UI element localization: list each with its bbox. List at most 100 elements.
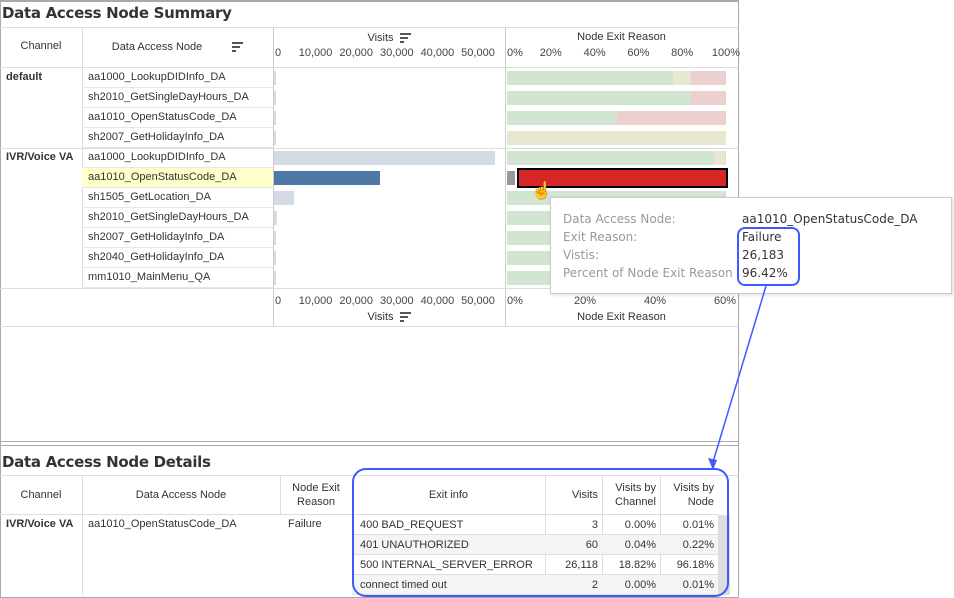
- visits-cell: 2: [591, 579, 598, 591]
- sort-icon[interactable]: [399, 31, 411, 45]
- visits-tick: 20,000: [339, 47, 374, 59]
- details-header-visits-by-channel: Visits by Channel: [615, 482, 656, 508]
- details-header-visits-by-node: Visits by Node: [673, 482, 714, 508]
- row-stripe: [352, 575, 718, 595]
- divider: [0, 288, 738, 289]
- node-row-label[interactable]: sh2040_GetHolidayInfo_DA: [82, 248, 273, 268]
- exit-reason-segment-failure[interactable]: [690, 91, 726, 105]
- exit-reason-segment-other[interactable]: [507, 131, 726, 145]
- exit-info-cell: connect timed out: [360, 579, 447, 591]
- visits-tick-bottom: 40,000: [420, 295, 455, 307]
- visits-by-node-cell: 0.22%: [682, 539, 714, 551]
- exit-reason-segment-failure[interactable]: [724, 151, 726, 165]
- tooltip: Data Access Node: Exit Reason: Vistis: P…: [550, 197, 952, 294]
- visits-bar[interactable]: [274, 131, 276, 145]
- exit-reason-segment-success[interactable]: [507, 71, 674, 85]
- exit-reason-segment-other[interactable]: [713, 151, 725, 165]
- divider: [352, 554, 718, 555]
- details-header-channel: Channel: [20, 489, 62, 501]
- divider: [505, 28, 506, 326]
- divider: [352, 534, 718, 535]
- details-header-exit-info: Exit info: [428, 489, 469, 501]
- visits-tick-bottom: 0: [274, 295, 282, 307]
- exit-tick: 40%: [583, 47, 606, 59]
- node-header[interactable]: Data Access Node: [82, 40, 273, 54]
- visits-bar[interactable]: [274, 231, 277, 245]
- visits-axis-label: Visits: [367, 310, 394, 323]
- row-stripe: [352, 535, 718, 555]
- divider: [0, 67, 738, 68]
- visits-by-node-cell: 96.18%: [676, 559, 714, 571]
- divider: [352, 594, 718, 595]
- exit-info-cell: 400 BAD_REQUEST: [360, 519, 464, 531]
- exit-header: Node Exit Reason: [577, 31, 666, 43]
- exit-tick: 100%: [711, 47, 741, 59]
- exit-reason-segment-success[interactable]: [507, 91, 691, 105]
- tooltip-label: Data Access Node:: [563, 212, 676, 226]
- tooltip-value: 96.42%: [742, 266, 788, 280]
- visits-tick-bottom: 30,000: [379, 295, 414, 307]
- visits-by-node-cell: 0.01%: [682, 579, 714, 591]
- visits-tick-bottom: 10,000: [298, 295, 333, 307]
- visits-by-channel-cell: 18.82%: [618, 559, 656, 571]
- visits-header-label: Visits: [367, 31, 394, 44]
- visits-cell: 3: [591, 519, 598, 531]
- visits-bar[interactable]: [274, 151, 496, 165]
- visits-header[interactable]: Visits: [273, 31, 505, 45]
- callout-box: [737, 227, 800, 286]
- node-row-label[interactable]: aa1000_LookupDIDInfo_DA: [82, 148, 273, 168]
- exit-info-cell: 401 UNAUTHORIZED: [360, 539, 469, 551]
- visits-bar[interactable]: [274, 91, 276, 105]
- hand-cursor-icon: ☝: [531, 181, 553, 200]
- visits-by-channel-cell: 0.00%: [624, 519, 656, 531]
- exit-tick-bottom: 40%: [643, 295, 667, 307]
- node-row-label[interactable]: sh1505_GetLocation_DA: [82, 188, 273, 208]
- node-row-label[interactable]: sh2010_GetSingleDayHours_DA: [82, 88, 273, 108]
- visits-tick: 50,000: [461, 47, 495, 59]
- node-row-label[interactable]: aa1010_OpenStatusCode_DA: [82, 168, 273, 188]
- tooltip-value: 26,183: [742, 248, 784, 262]
- visits-tick-bottom: 50,000: [461, 295, 495, 307]
- visits-cell: 60: [585, 539, 598, 551]
- node-row-label[interactable]: sh2010_GetSingleDayHours_DA: [82, 208, 273, 228]
- tooltip-value: aa1010_OpenStatusCode_DA: [742, 212, 918, 226]
- exit-reason-segment-failure_selected[interactable]: [516, 168, 728, 188]
- details-node: aa1010_OpenStatusCode_DA: [88, 518, 237, 530]
- node-row-label[interactable]: mm1010_MainMenu_QA: [82, 268, 273, 288]
- visits-bar[interactable]: [274, 111, 276, 125]
- visits-tick: 10,000: [298, 47, 333, 59]
- visits-by-channel-cell: 0.00%: [624, 579, 656, 591]
- node-header-label: Data Access Node: [111, 40, 203, 53]
- visits-bar[interactable]: [274, 71, 276, 85]
- visits-bar[interactable]: [274, 191, 294, 205]
- channel-label: IVR/Voice VA: [6, 151, 74, 163]
- exit-reason-segment-failure[interactable]: [690, 71, 726, 85]
- node-row-label[interactable]: sh2007_GetHolidayInfo_DA: [82, 228, 273, 248]
- visits-bar[interactable]: [274, 251, 276, 265]
- visits-bar[interactable]: [274, 171, 381, 185]
- exit-reason-segment-gray[interactable]: [507, 171, 515, 185]
- visits-by-channel-cell: 0.04%: [624, 539, 656, 551]
- exit-reason-segment-success[interactable]: [507, 111, 617, 125]
- node-row-label[interactable]: aa1000_LookupDIDInfo_DA: [82, 68, 273, 88]
- tooltip-label: Exit Reason:: [563, 230, 638, 244]
- visits-bar[interactable]: [274, 211, 277, 225]
- visits-by-node-cell: 0.01%: [682, 519, 714, 531]
- exit-tick: 20%: [539, 47, 562, 59]
- node-row-label[interactable]: sh2007_GetHolidayInfo_DA: [82, 128, 273, 148]
- visits-axis-title: Visits: [273, 310, 505, 324]
- sort-icon[interactable]: [399, 310, 411, 324]
- exit-reason-segment-failure[interactable]: [616, 111, 726, 125]
- divider: [352, 574, 718, 575]
- exit-tick: 80%: [671, 47, 694, 59]
- visits-bar[interactable]: [274, 271, 276, 285]
- sort-icon[interactable]: [232, 40, 244, 54]
- exit-reason-segment-other[interactable]: [673, 71, 691, 85]
- exit-tick-bottom: 60%: [713, 295, 737, 307]
- exit-tick: 60%: [627, 47, 650, 59]
- divider: [0, 148, 738, 149]
- details-channel: IVR/Voice VA: [6, 518, 74, 530]
- exit-reason-segment-success[interactable]: [507, 151, 714, 165]
- node-row-label[interactable]: aa1010_OpenStatusCode_DA: [82, 108, 273, 128]
- details-header-node: Data Access Node: [135, 489, 227, 501]
